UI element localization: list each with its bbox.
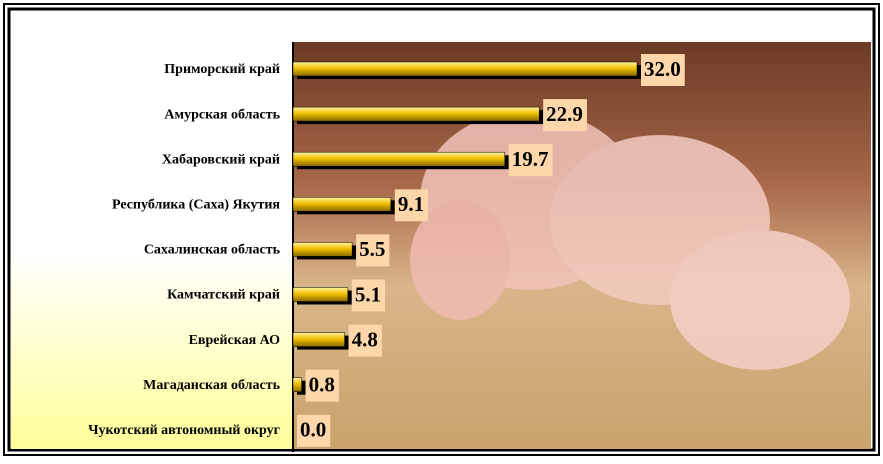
category-label: Приморский край <box>164 62 280 77</box>
value-label: 4.8 <box>352 327 378 351</box>
category-label: Сахалинская область <box>144 243 281 258</box>
category-label: Республика (Саха) Якутия <box>112 198 280 213</box>
value-label: 19.7 <box>512 147 549 171</box>
value-label: 32.0 <box>644 57 681 81</box>
label-panel <box>11 11 293 449</box>
category-label: Чукотский автономный округ <box>88 423 280 438</box>
value-label-box <box>394 189 429 222</box>
value-label-box <box>297 414 331 447</box>
value-label-box <box>348 324 382 357</box>
value-label: 5.1 <box>355 282 381 306</box>
value-label-box <box>543 99 587 132</box>
bar <box>292 61 638 77</box>
value-label: 22.9 <box>546 102 583 126</box>
value-label: 9.1 <box>398 192 424 216</box>
bar <box>292 106 540 122</box>
category-label: Хабаровский край <box>162 152 280 167</box>
value-label-box <box>508 144 553 177</box>
bar <box>292 287 349 302</box>
outer-frame <box>3 3 880 456</box>
bar <box>292 197 392 212</box>
value-label: 0.0 <box>300 418 326 442</box>
category-label: Амурская область <box>164 107 280 122</box>
bar <box>292 332 345 347</box>
value-label-box <box>351 279 386 312</box>
category-label: Камчатский край <box>167 288 280 303</box>
bar <box>292 242 353 257</box>
category-label: Еврейская АО <box>189 333 281 348</box>
category-label: Магаданская область <box>143 378 280 393</box>
inner-frame <box>7 7 876 452</box>
bar <box>292 377 302 392</box>
value-label: 5.5 <box>359 237 385 261</box>
value-label: 0.8 <box>309 373 335 397</box>
pig-silhouettes <box>410 110 850 370</box>
bar <box>292 151 506 167</box>
value-label-box <box>305 369 339 402</box>
value-label-box <box>356 234 390 267</box>
value-label-box <box>641 54 685 86</box>
